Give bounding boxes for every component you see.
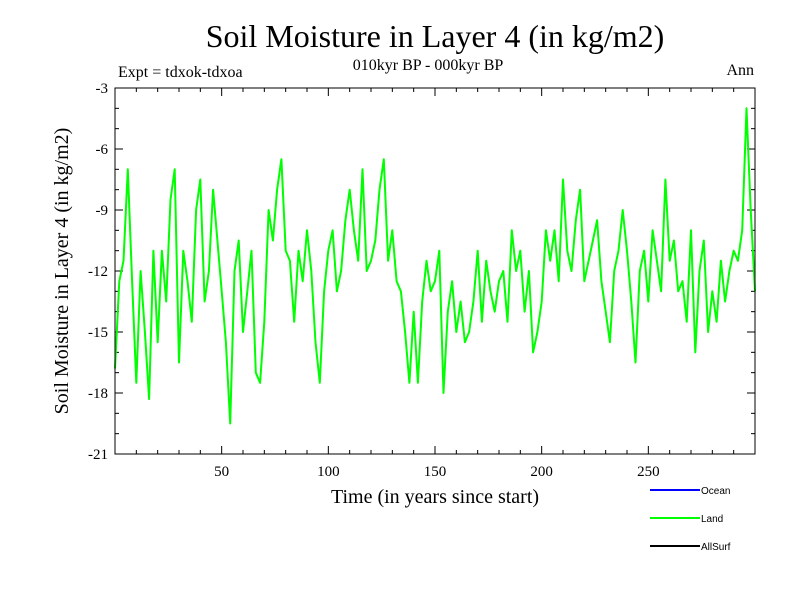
y-tick-label: -21 (88, 447, 108, 463)
x-axis-label: Time (in years since start) (331, 486, 539, 508)
plot-area: 50 100 150 200 250 -3 -6 -9 -12 -15 -18 -21 (88, 81, 756, 480)
y-tick-label: -3 (96, 81, 109, 97)
season-label: Ann (726, 62, 754, 79)
x-tick-label: 100 (317, 464, 340, 480)
legend-label-ocean: Ocean (701, 486, 730, 497)
y-tick-label: -12 (88, 264, 108, 280)
legend: Ocean Land AllSurf (650, 486, 731, 553)
experiment-label: Expt = tdxok-tdxoa (118, 64, 243, 81)
x-tick-label: 50 (214, 464, 229, 480)
plot-frame (114, 87, 756, 455)
x-tick-label: 150 (424, 464, 447, 480)
chart-title: Soil Moisture in Layer 4 (in kg/m2) (206, 18, 665, 54)
y-tick-label: -18 (88, 386, 108, 402)
series-line-land (114, 107, 756, 425)
chart-subtitle: 010kyr BP - 000kyr BP (353, 57, 504, 74)
y-tick-label: -15 (88, 325, 108, 341)
legend-label-allsurf: AllSurf (701, 542, 731, 553)
y-axis-label: Soil Moisture in Layer 4 (in kg/m2) (51, 128, 73, 415)
legend-label-land: Land (701, 514, 723, 525)
x-tick-label: 250 (637, 464, 660, 480)
y-tick-label: -6 (96, 142, 109, 158)
y-tick-label: -9 (96, 203, 109, 219)
x-tick-label: 200 (530, 464, 553, 480)
